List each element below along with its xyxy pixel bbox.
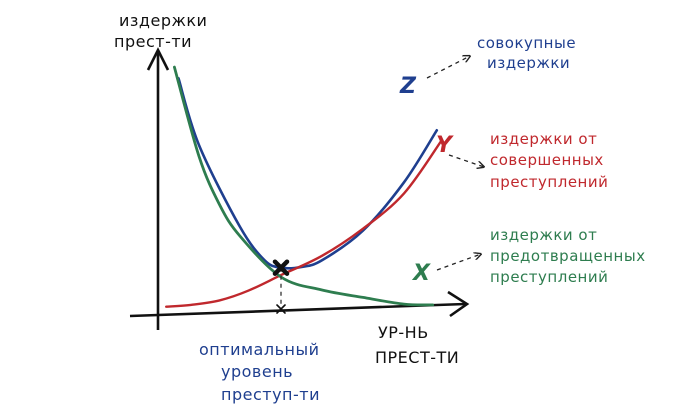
series-y-label-line-1: издержки от xyxy=(490,130,597,148)
x-axis-label-line-1: УР-НЬ xyxy=(378,323,429,342)
series-y-line xyxy=(165,140,443,308)
optimum-marker xyxy=(272,259,290,276)
series-y-label-line-2: совершенных xyxy=(490,151,604,169)
series-y-label-line-3: преступлений xyxy=(490,173,608,191)
optimum-label-line-3: преступ-ти xyxy=(221,385,320,404)
x-axis-arrowhead xyxy=(447,290,470,318)
series-x-label-arrow xyxy=(436,254,481,271)
x-axis xyxy=(129,302,466,318)
series-z-label-line-1: совокупные xyxy=(477,34,576,52)
series-x-label-line-2: предотвращенных xyxy=(490,247,646,265)
series-z-label-line-2: издержки xyxy=(487,54,570,72)
optimum-axis-marker xyxy=(276,304,286,314)
series-x-label-line-3: преступлений xyxy=(490,268,608,286)
series-z-line xyxy=(177,77,439,270)
series-x-letter: X xyxy=(411,261,431,286)
series-x-line xyxy=(173,65,435,307)
optimum-label-line-2: уровень xyxy=(221,362,293,381)
series-x-label-line-1: издержки от xyxy=(490,226,597,244)
y-axis-label-line-2: прест-ти xyxy=(114,32,192,51)
optimum-label-line-1: оптимальный xyxy=(199,340,320,359)
series-z-letter: Z xyxy=(399,74,417,99)
optimum-marker-stroke xyxy=(272,259,290,276)
series-y-label-arrow xyxy=(448,154,484,167)
optimum-axis-marker-stroke xyxy=(276,304,286,314)
x-axis-label-line-2: ПРЕСТ-ТИ xyxy=(375,348,459,367)
series-z-label-arrow xyxy=(426,56,470,79)
series-y-letter: Y xyxy=(436,133,454,158)
y-axis-arrowhead xyxy=(146,47,170,71)
y-axis-label-line-1: издержки xyxy=(119,11,207,30)
